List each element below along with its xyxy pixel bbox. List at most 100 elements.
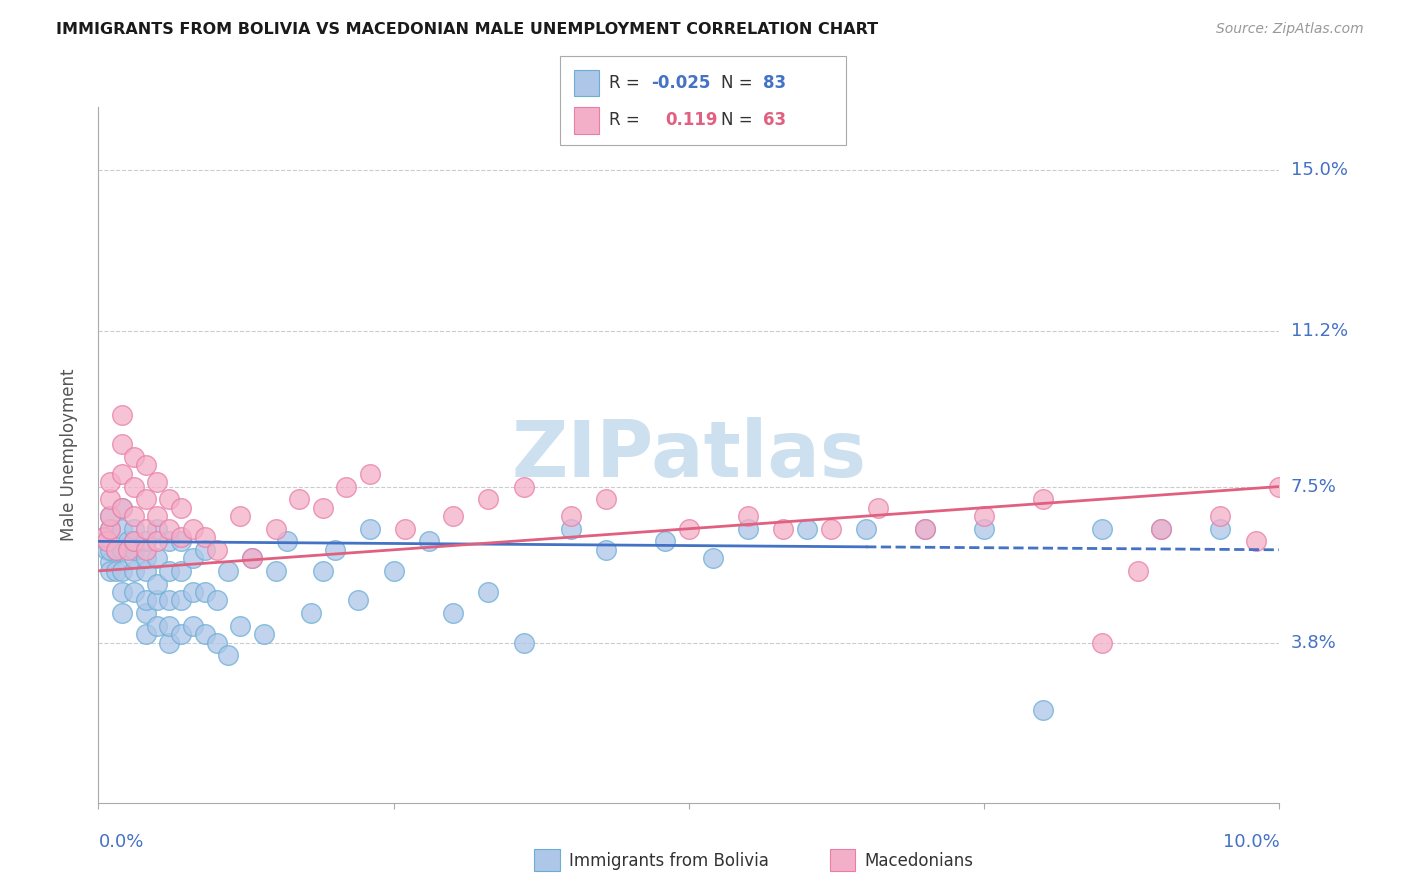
Y-axis label: Male Unemployment: Male Unemployment [59, 368, 77, 541]
Point [157, 534, 180, 549]
Point [560, 522, 582, 536]
Point [347, 593, 370, 607]
Point [737, 509, 759, 524]
Point [111, 522, 134, 536]
Point [1032, 703, 1054, 717]
Point [111, 437, 134, 451]
Point [394, 522, 416, 536]
Point [217, 648, 239, 663]
Point [359, 467, 381, 481]
Point [240, 551, 263, 566]
Point [820, 522, 842, 536]
Point [146, 509, 169, 524]
Point [229, 509, 252, 524]
Point [181, 585, 204, 599]
Point [194, 585, 217, 599]
Point [135, 542, 157, 557]
Point [477, 585, 499, 599]
Point [122, 479, 145, 493]
Point [229, 618, 252, 632]
Point [264, 522, 287, 536]
Point [973, 509, 995, 524]
Point [111, 408, 134, 422]
Point [122, 564, 145, 578]
Point [205, 542, 228, 557]
Point [122, 551, 145, 566]
Point [111, 564, 134, 578]
Point [359, 522, 381, 536]
Point [122, 542, 145, 557]
Point [135, 492, 157, 507]
Text: 0.0%: 0.0% [98, 833, 143, 851]
Point [122, 450, 145, 464]
Point [146, 475, 169, 490]
Point [441, 606, 464, 620]
Point [512, 635, 534, 649]
Point [111, 585, 134, 599]
Point [157, 593, 180, 607]
Text: ZIPatlas: ZIPatlas [512, 417, 866, 493]
Point [111, 467, 134, 481]
Point [157, 492, 180, 507]
Point [855, 522, 877, 536]
Point [253, 627, 276, 641]
Point [146, 618, 169, 632]
Point [98, 556, 121, 570]
Point [1150, 522, 1173, 536]
Point [299, 606, 322, 620]
Point [98, 475, 121, 490]
Text: R =: R = [609, 74, 645, 92]
Point [111, 542, 134, 557]
Point [1126, 564, 1149, 578]
Point [135, 458, 157, 473]
Point [595, 542, 617, 557]
Point [135, 593, 157, 607]
Point [157, 635, 180, 649]
Text: 15.0%: 15.0% [1291, 161, 1347, 179]
Point [194, 530, 217, 544]
Text: Source: ZipAtlas.com: Source: ZipAtlas.com [1216, 22, 1364, 37]
Point [678, 522, 700, 536]
Point [135, 522, 157, 536]
Point [135, 606, 157, 620]
Point [98, 564, 121, 578]
Point [135, 551, 157, 566]
Point [146, 522, 169, 536]
Point [117, 542, 139, 557]
Point [146, 593, 169, 607]
Point [181, 522, 204, 536]
Point [796, 522, 818, 536]
Point [595, 492, 617, 507]
Text: Macedonians: Macedonians [865, 852, 974, 870]
Point [194, 542, 217, 557]
Text: R =: R = [609, 112, 645, 129]
Point [382, 564, 405, 578]
Point [96, 542, 118, 557]
Point [1209, 522, 1232, 536]
Point [122, 534, 145, 549]
Text: IMMIGRANTS FROM BOLIVIA VS MACEDONIAN MALE UNEMPLOYMENT CORRELATION CHART: IMMIGRANTS FROM BOLIVIA VS MACEDONIAN MA… [56, 22, 879, 37]
Point [98, 542, 121, 557]
Point [111, 500, 134, 515]
Point [418, 534, 440, 549]
Point [1091, 635, 1114, 649]
Point [973, 522, 995, 536]
Point [111, 500, 134, 515]
Point [98, 509, 121, 524]
Point [146, 534, 169, 549]
Text: 11.2%: 11.2% [1291, 321, 1348, 340]
Point [117, 534, 139, 549]
Text: 7.5%: 7.5% [1291, 477, 1337, 496]
Point [157, 522, 180, 536]
Text: 63: 63 [763, 112, 786, 129]
Point [288, 492, 311, 507]
Point [276, 534, 298, 549]
Point [170, 593, 193, 607]
Point [146, 551, 169, 566]
Point [157, 564, 180, 578]
Point [98, 492, 121, 507]
Text: 83: 83 [763, 74, 786, 92]
Point [96, 534, 118, 549]
Point [170, 500, 193, 515]
Point [560, 509, 582, 524]
